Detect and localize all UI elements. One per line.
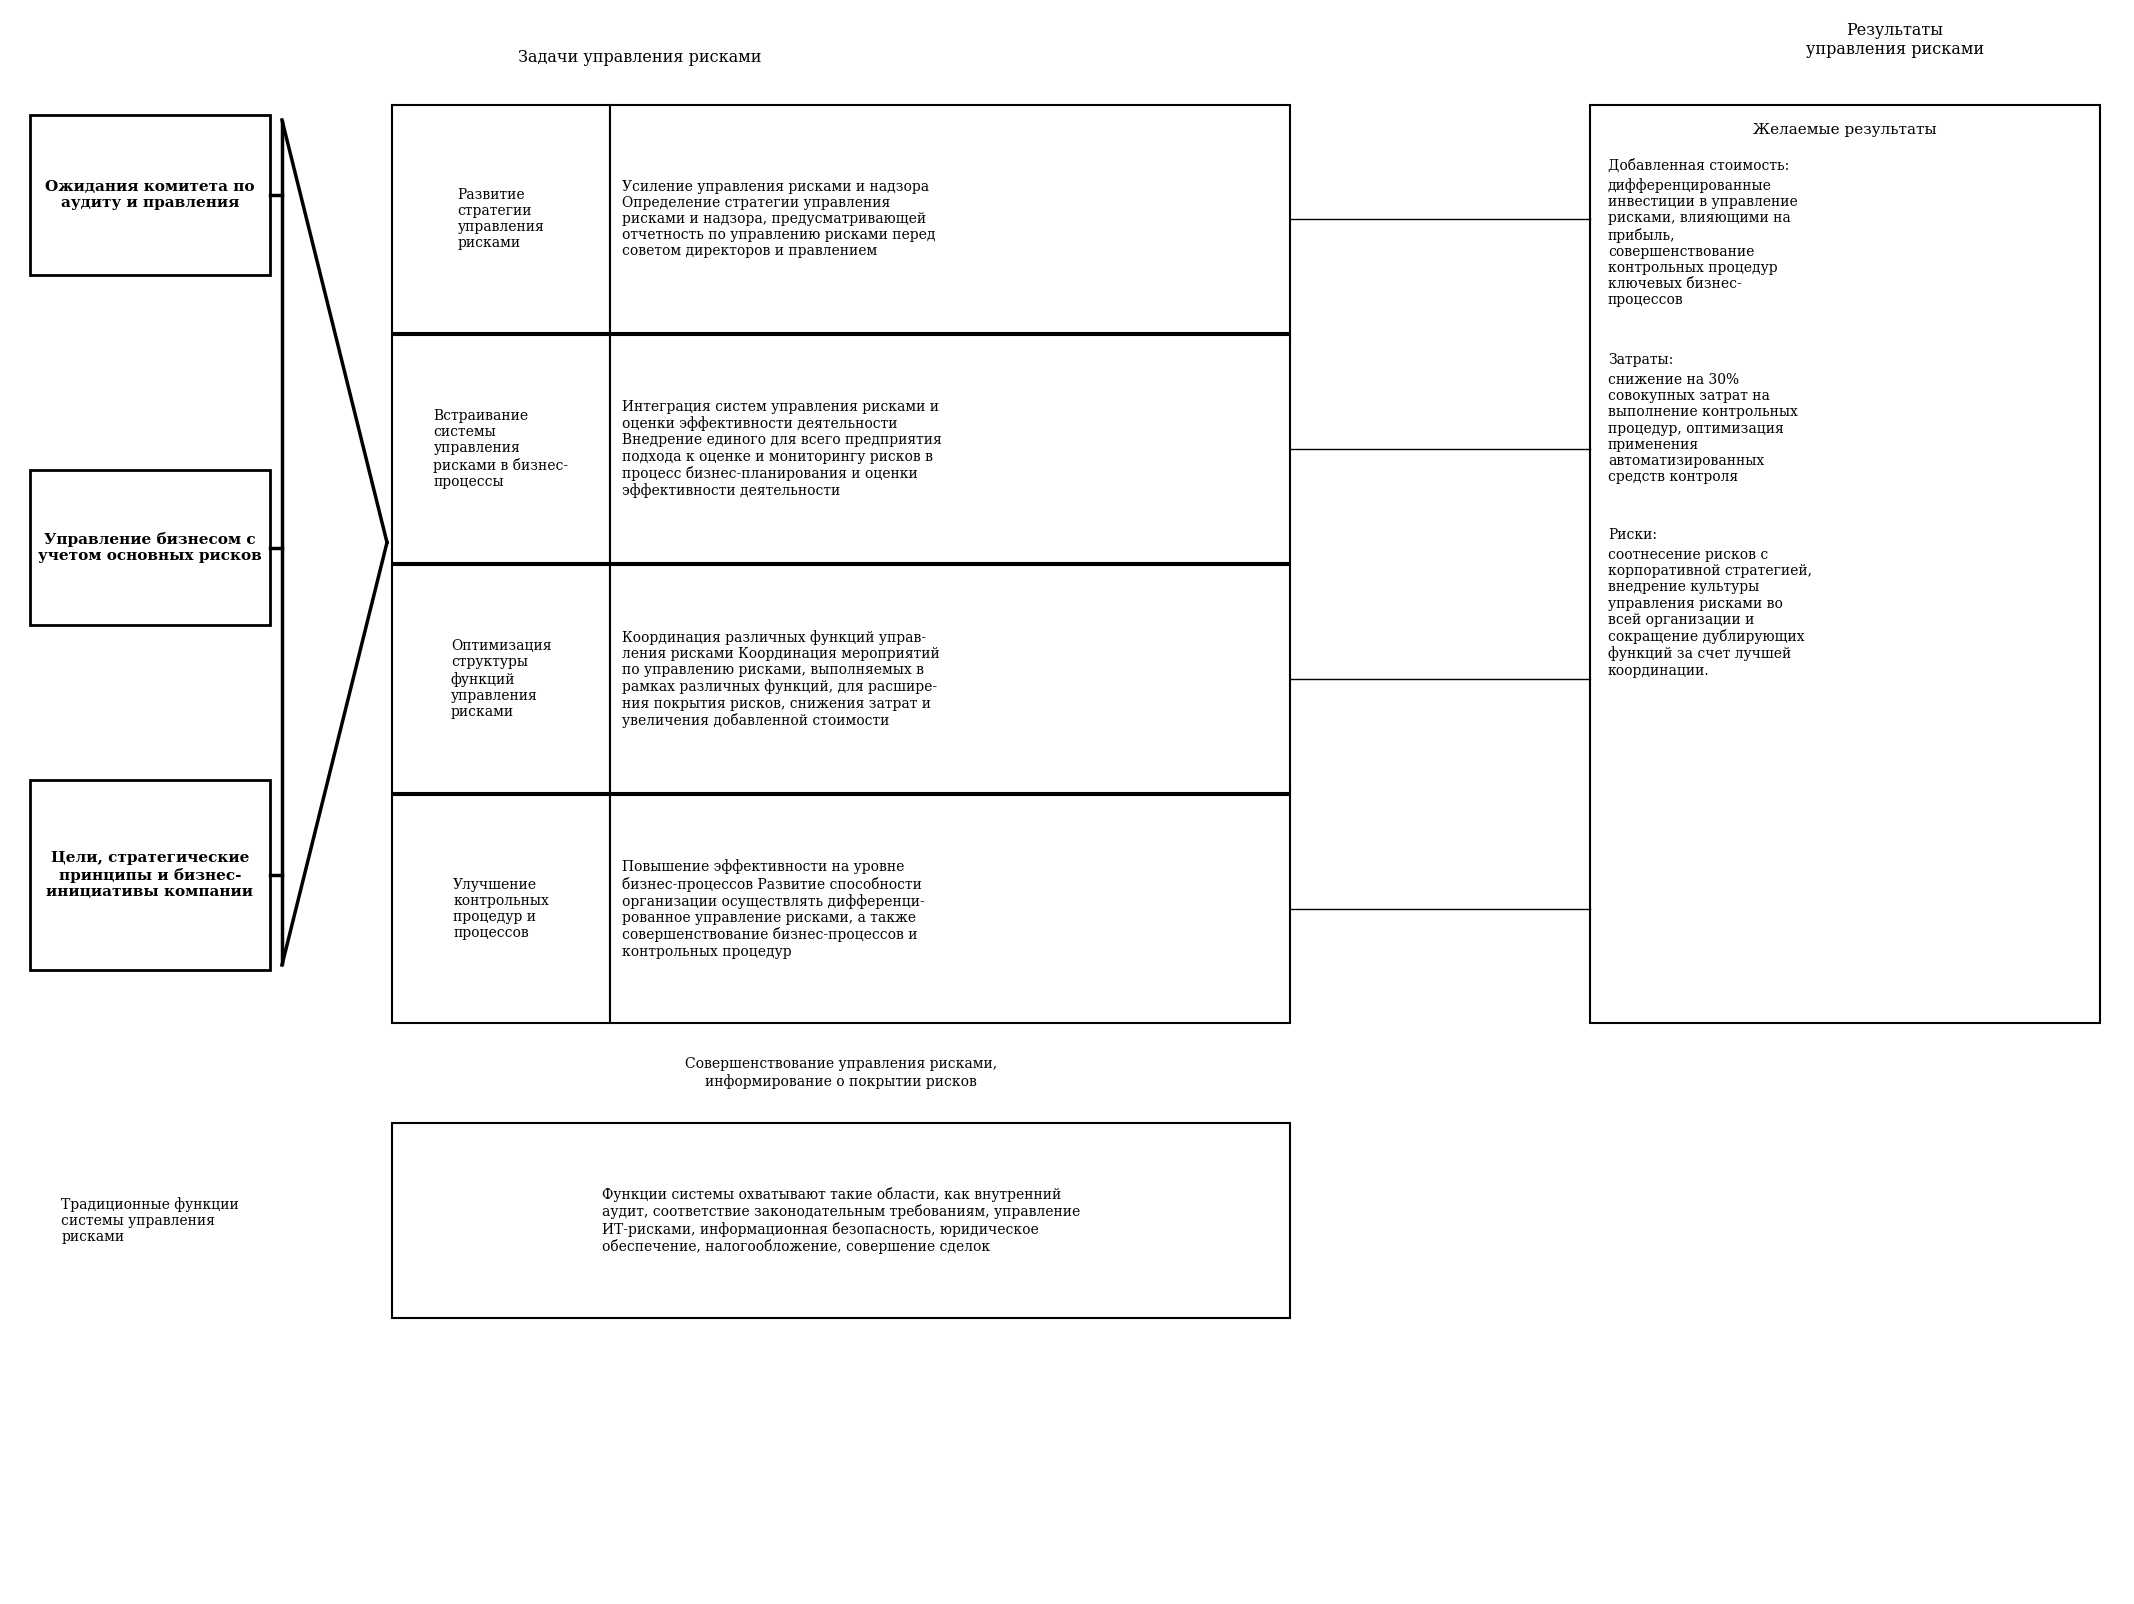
Bar [30, 470, 271, 626]
Text: Затраты:: Затраты: [1609, 353, 1673, 367]
Bar [393, 104, 610, 334]
Text: Функции системы охватывают такие области, как внутренний
аудит, соответствие зак: Функции системы охватывают такие области… [602, 1187, 1080, 1254]
Text: Традиционные функции
системы управления
рисками: Традиционные функции системы управления … [62, 1197, 239, 1245]
Bar [393, 796, 610, 1023]
Text: Встраивание
системы
управления
рисками в бизнес-
процессы: Встраивание системы управления рисками в… [433, 409, 568, 489]
Text: Добавленная стоимость:: Добавленная стоимость: [1609, 159, 1788, 172]
Text: Риски:: Риски: [1609, 528, 1656, 542]
Text: Результаты
управления рисками: Результаты управления рисками [1805, 22, 1985, 58]
Text: Улучшение
контрольных
процедур и
процессов: Улучшение контрольных процедур и процесс… [452, 877, 548, 940]
Text: дифференцированные
инвестиции в управление
рисками, влияющими на
прибыль,
соверш: дифференцированные инвестиции в управлен… [1609, 178, 1797, 308]
Bar [610, 796, 1289, 1023]
Text: соотнесение рисков с
корпоративной стратегией,
внедрение культуры
управления рис: соотнесение рисков с корпоративной страт… [1609, 549, 1812, 677]
Bar [1590, 104, 2100, 1023]
Text: Ожидания комитета по
аудиту и правления: Ожидания комитета по аудиту и правления [45, 180, 254, 210]
Text: Повышение эффективности на уровне
бизнес-процессов Развитие способности
организа: Повышение эффективности на уровне бизнес… [621, 860, 924, 959]
Text: Координация различных функций управ-
ления рисками Координация мероприятий
по уп: Координация различных функций управ- лен… [621, 630, 939, 728]
Bar [393, 1123, 1289, 1318]
Text: Оптимизация
структуры
функций
управления
рисками: Оптимизация структуры функций управления… [450, 638, 551, 719]
Bar [610, 335, 1289, 563]
Text: снижение на 30%
совокупных затрат на
выполнение контрольных
процедур, оптимизаци: снижение на 30% совокупных затрат на вып… [1609, 374, 1797, 484]
Bar [610, 104, 1289, 334]
Text: Желаемые результаты: Желаемые результаты [1754, 124, 1938, 136]
Text: Цели, стратегические
принципы и бизнес-
инициативы компании: Цели, стратегические принципы и бизнес- … [47, 852, 254, 898]
Text: Управление бизнесом с
учетом основных рисков: Управление бизнесом с учетом основных ри… [38, 533, 262, 563]
Text: Совершенствование управления рисками,
информирование о покрытии рисков: Совершенствование управления рисками, ин… [685, 1057, 997, 1089]
Text: Задачи управления рисками: Задачи управления рисками [519, 50, 762, 66]
Bar [393, 335, 610, 563]
Text: Развитие
стратегии
управления
рисками: Развитие стратегии управления рисками [457, 188, 544, 250]
Bar [30, 115, 271, 274]
Text: Интеграция систем управления рисками и
оценки эффективности деятельности
Внедрен: Интеграция систем управления рисками и о… [621, 399, 941, 499]
Bar [393, 565, 610, 792]
Bar [30, 780, 271, 970]
Bar [610, 565, 1289, 792]
Text: Усиление управления рисками и надзора
Определение стратегии управления
рисками и: Усиление управления рисками и надзора Оп… [621, 180, 935, 258]
